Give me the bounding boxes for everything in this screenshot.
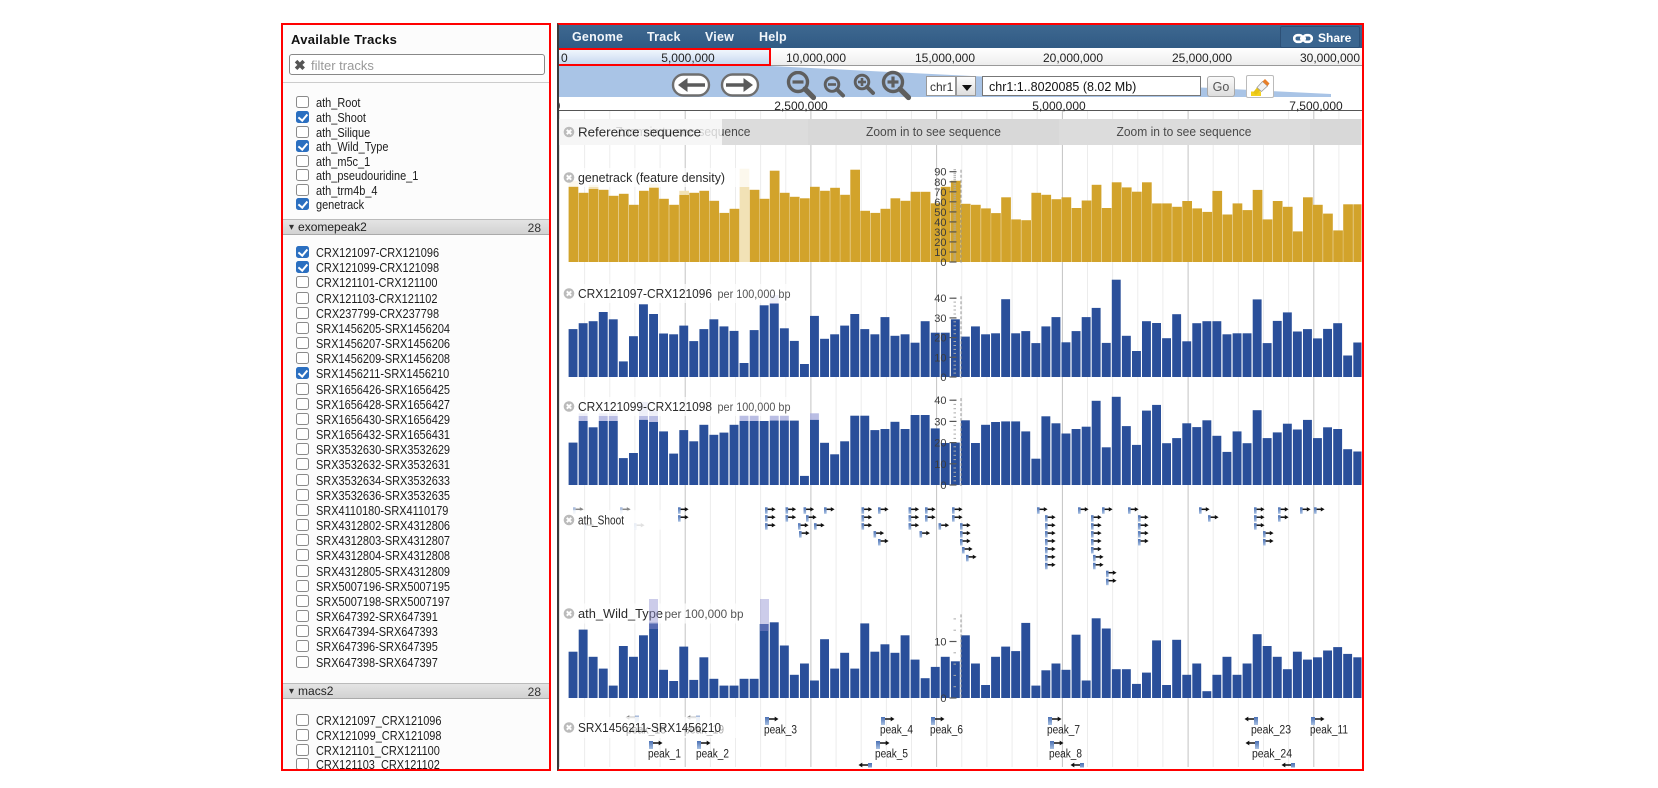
svg-text:10: 10 — [934, 352, 946, 364]
svg-text:0: 0 — [940, 480, 946, 492]
svg-text:20: 20 — [934, 333, 946, 345]
svg-text:peak_3: peak_3 — [764, 725, 797, 737]
svg-text:30: 30 — [934, 227, 946, 239]
svg-text:CRX121097-CRX121096: CRX121097-CRX121096 — [578, 287, 712, 301]
svg-text:0: 0 — [940, 257, 946, 269]
svg-text:Zoom in to see sequence: Zoom in to see sequence — [866, 125, 1001, 139]
svg-text:peak_4: peak_4 — [880, 725, 914, 737]
svg-text:ath_Shoot: ath_Shoot — [578, 514, 624, 528]
svg-text:40: 40 — [934, 217, 946, 229]
svg-text:peak_1: peak_1 — [648, 749, 681, 761]
svg-text:10: 10 — [934, 637, 946, 649]
svg-text:peak_8: peak_8 — [1049, 749, 1082, 761]
svg-text:70: 70 — [934, 187, 946, 199]
svg-text:30: 30 — [934, 416, 946, 428]
svg-text:90: 90 — [934, 167, 946, 179]
svg-text:genetrack (feature density): genetrack (feature density) — [578, 171, 725, 185]
svg-text:peak_11: peak_11 — [1310, 725, 1348, 737]
svg-text:peak_5: peak_5 — [875, 749, 908, 761]
svg-text:50: 50 — [934, 207, 946, 219]
svg-text:0: 0 — [940, 372, 946, 384]
svg-text:peak_19: peak_19 — [684, 725, 724, 737]
svg-text:peak_23: peak_23 — [1251, 725, 1291, 737]
svg-text:0: 0 — [940, 693, 946, 705]
svg-text:per 100,000 bp: per 100,000 bp — [718, 400, 791, 414]
svg-text:Reference sequence: Reference sequence — [578, 126, 701, 140]
svg-text:peak_6: peak_6 — [930, 725, 963, 737]
svg-text:30: 30 — [934, 313, 946, 325]
svg-text:per 100,000 bp: per 100,000 bp — [665, 607, 744, 621]
svg-text:peak_7: peak_7 — [1047, 725, 1080, 737]
svg-text:80: 80 — [934, 177, 946, 189]
svg-text:peak_24: peak_24 — [1252, 749, 1293, 761]
svg-text:40: 40 — [934, 293, 946, 305]
svg-text:40: 40 — [934, 395, 946, 407]
svg-text:60: 60 — [934, 197, 946, 209]
svg-text:peak_2: peak_2 — [696, 749, 729, 761]
svg-text:peak_18: peak_18 — [626, 725, 666, 737]
svg-text:ath_Wild_Type: ath_Wild_Type — [578, 607, 663, 621]
svg-text:SRX1456211-SRX1456210: SRX1456211-SRX1456210 — [578, 721, 721, 735]
svg-text:10: 10 — [934, 247, 946, 259]
svg-text:20: 20 — [934, 237, 946, 249]
svg-text:20: 20 — [934, 438, 946, 450]
svg-text:10: 10 — [934, 459, 946, 471]
svg-text:per 100,000 bp: per 100,000 bp — [718, 287, 791, 301]
svg-text:Zoom in to see sequence: Zoom in to see sequence — [1117, 125, 1252, 139]
svg-text:CRX121099-CRX121098: CRX121099-CRX121098 — [578, 400, 712, 414]
